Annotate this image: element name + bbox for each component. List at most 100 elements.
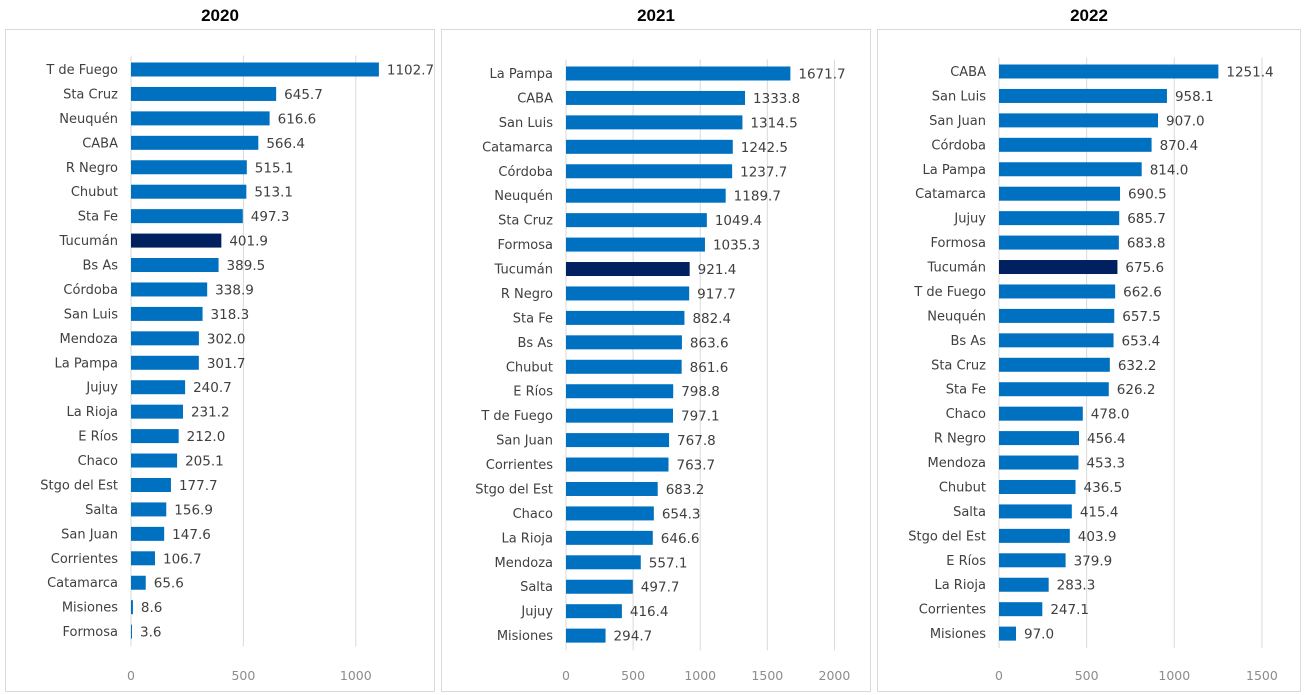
bar — [131, 282, 208, 297]
data-label: 302.0 — [207, 331, 246, 347]
category-label: Bs As — [518, 336, 554, 351]
data-label: 403.9 — [1078, 529, 1117, 545]
data-label: 690.5 — [1128, 187, 1167, 203]
data-label: 646.6 — [661, 531, 700, 547]
x-tick-label: 1500 — [751, 668, 783, 683]
data-label: 1189.7 — [734, 189, 781, 205]
bar — [566, 335, 682, 350]
bar — [566, 286, 690, 301]
bar — [999, 455, 1079, 470]
bar-chart-2020: 0 500 1000 T de Fuego 1102.7 Sta Cruz 645.7 Neu… — [40, 55, 434, 683]
data-label: 814.0 — [1150, 162, 1189, 178]
panel-title-2021: 2021 — [637, 6, 675, 25]
category-label: R Negro — [501, 287, 553, 302]
bar — [999, 88, 1167, 103]
category-label: Catamarca — [47, 576, 118, 591]
panel-title-2020: 2020 — [201, 6, 239, 25]
category-label: Misiones — [930, 627, 986, 642]
category-label: CABA — [950, 65, 986, 80]
data-label: 645.7 — [284, 87, 323, 103]
data-label: 497.3 — [251, 209, 290, 225]
category-label: Formosa — [931, 236, 986, 251]
data-label: 415.4 — [1080, 504, 1119, 520]
bar — [131, 160, 247, 175]
bar — [566, 310, 685, 325]
category-label: La Rioja — [66, 405, 118, 420]
data-label: 436.5 — [1084, 480, 1123, 496]
bar — [566, 628, 606, 643]
category-label: Formosa — [498, 238, 553, 253]
bar — [131, 404, 183, 419]
data-label: 156.9 — [174, 502, 213, 518]
bar — [566, 530, 653, 545]
data-label: 205.1 — [185, 454, 224, 470]
x-tick-label: 2000 — [819, 668, 851, 683]
chart-panel-2022: 0 500 1000 1500 CABA 1251.4 San Luis 958.1 San J… — [877, 29, 1301, 692]
data-label: 513.1 — [254, 185, 293, 201]
data-label: 1251.4 — [1226, 65, 1273, 81]
data-label: 767.8 — [677, 433, 716, 449]
data-label: 338.9 — [215, 282, 254, 298]
bar — [999, 431, 1080, 446]
category-label: Jujuy — [520, 605, 553, 620]
category-label: R Negro — [934, 432, 986, 447]
data-label: 147.6 — [172, 527, 211, 543]
category-label: Sta Cruz — [931, 358, 986, 373]
data-label: 683.2 — [666, 482, 705, 498]
data-label: 657.5 — [1122, 309, 1161, 325]
bar — [999, 260, 1118, 275]
data-label: 566.4 — [266, 136, 305, 152]
data-label: 557.1 — [649, 555, 688, 571]
category-label: Misiones — [497, 629, 553, 644]
data-label: 177.7 — [179, 478, 218, 494]
category-label: Chaco — [513, 507, 553, 522]
data-label: 1314.5 — [750, 115, 797, 131]
category-label: La Pampa — [490, 67, 553, 82]
category-label: T de Fuego — [913, 285, 986, 300]
category-label: La Pampa — [923, 163, 986, 178]
data-label: 861.6 — [690, 360, 729, 376]
x-tick-label: 0 — [995, 668, 1003, 683]
data-label: 231.2 — [191, 405, 230, 421]
data-label: 917.7 — [697, 286, 736, 302]
data-label: 863.6 — [690, 335, 729, 351]
bar — [131, 477, 171, 492]
bar — [131, 624, 132, 639]
data-label: 1242.5 — [741, 140, 788, 156]
bar — [131, 502, 167, 517]
bar — [131, 429, 179, 444]
category-label: Sta Cruz — [498, 214, 553, 229]
category-label: Stgo del Est — [475, 482, 553, 497]
bar — [999, 284, 1116, 299]
category-label: T de Fuego — [480, 409, 553, 424]
bar — [566, 384, 674, 399]
category-label: Salta — [520, 580, 553, 595]
data-label: 212.0 — [187, 429, 226, 445]
category-label: Tucumán — [927, 261, 986, 276]
category-label: San Juan — [929, 114, 986, 129]
bar — [999, 382, 1109, 397]
bar — [566, 506, 654, 521]
category-label: Chubut — [506, 360, 553, 375]
bar — [131, 135, 259, 150]
category-label: E Ríos — [946, 554, 986, 569]
category-label: Córdoba — [63, 283, 118, 298]
category-label: CABA — [82, 136, 118, 151]
data-label: 1237.7 — [740, 164, 787, 180]
data-label: 683.8 — [1127, 236, 1166, 252]
x-tick-label: 500 — [231, 668, 255, 683]
data-label: 240.7 — [193, 380, 232, 396]
category-label: E Ríos — [78, 430, 118, 445]
category-label: Corrientes — [486, 458, 553, 473]
data-label: 65.6 — [154, 576, 184, 592]
category-label: Sta Fe — [946, 383, 986, 398]
category-label: Neuquén — [927, 309, 986, 324]
bar — [566, 188, 726, 203]
bar — [131, 258, 219, 273]
data-label: 654.3 — [662, 506, 701, 522]
x-tick-label: 1000 — [684, 668, 716, 683]
bar — [131, 209, 243, 224]
data-label: 1671.7 — [798, 67, 845, 83]
category-label: Jujuy — [953, 212, 986, 227]
bar — [566, 262, 690, 277]
